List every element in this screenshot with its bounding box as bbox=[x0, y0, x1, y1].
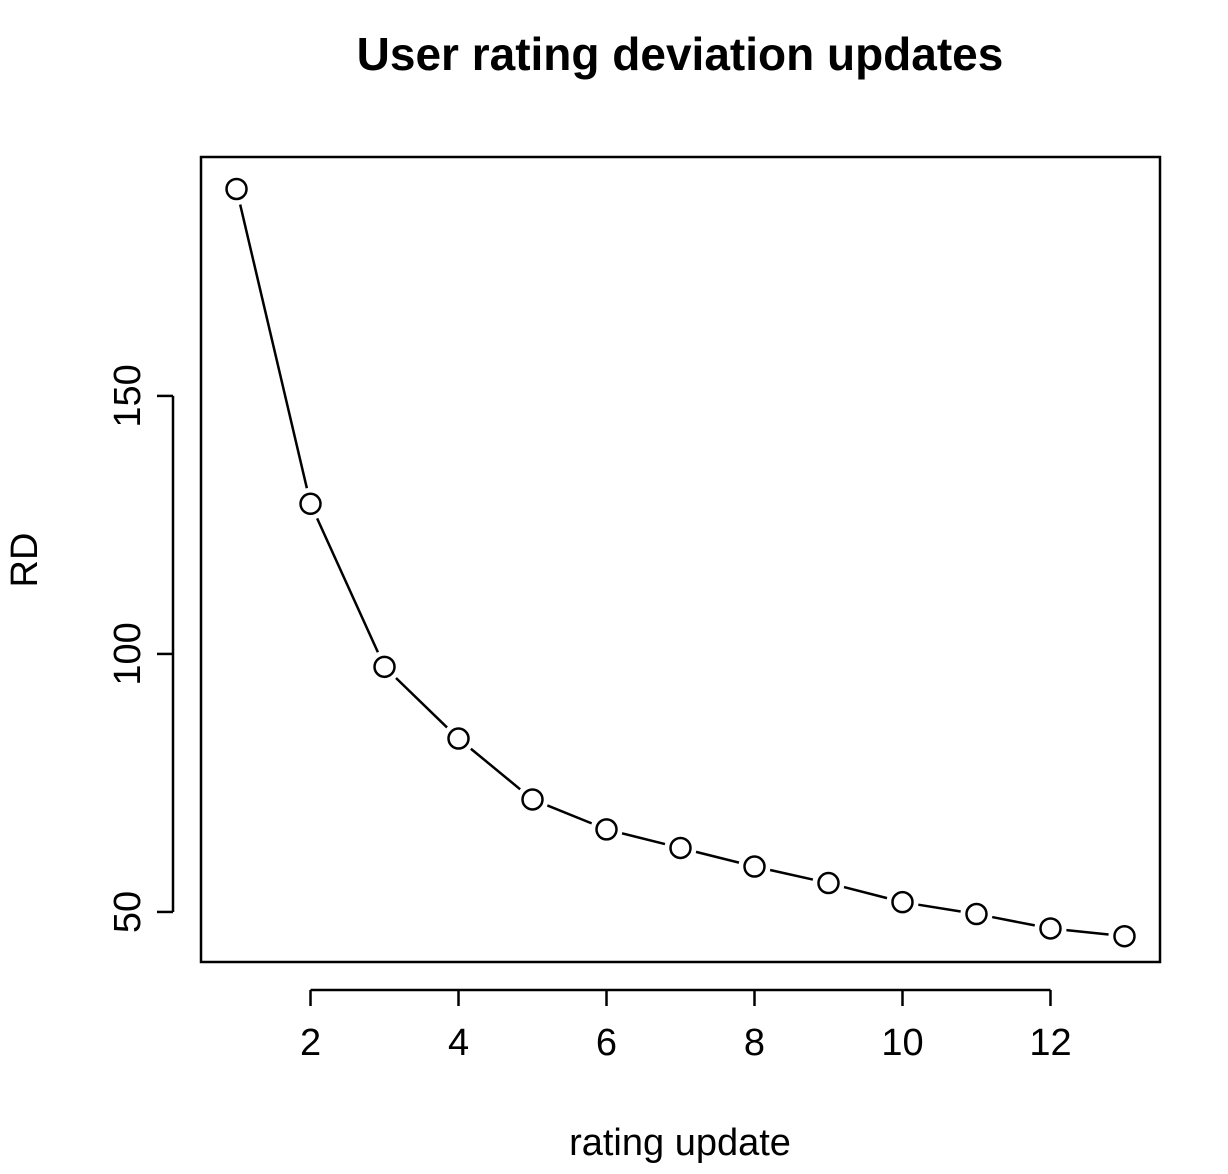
data-point bbox=[299, 492, 322, 516]
data-point bbox=[891, 890, 914, 914]
data-point bbox=[1039, 917, 1062, 940]
y-axis-label: RD bbox=[4, 533, 46, 588]
series-segment bbox=[470, 747, 521, 791]
y-tick-label: 100 bbox=[107, 622, 149, 685]
x-tick-label: 12 bbox=[1029, 1022, 1071, 1064]
data-point bbox=[743, 855, 766, 878]
data-point bbox=[521, 788, 544, 811]
series-segment bbox=[546, 804, 593, 825]
series-segment bbox=[695, 850, 740, 864]
y-tick-label: 150 bbox=[107, 364, 149, 427]
series-segment bbox=[918, 903, 961, 913]
series-points bbox=[225, 177, 1136, 948]
series-segment bbox=[238, 204, 309, 489]
series-segment bbox=[843, 885, 888, 900]
data-point bbox=[373, 655, 396, 679]
x-ticks: 2 4 6 8 10 12 bbox=[300, 990, 1072, 1064]
data-point bbox=[447, 727, 470, 750]
x-tick-label: 6 bbox=[596, 1022, 617, 1064]
series-segment bbox=[991, 915, 1036, 927]
data-point bbox=[817, 871, 840, 895]
data-point bbox=[595, 818, 618, 841]
series-segment bbox=[395, 677, 448, 729]
series-segment bbox=[769, 868, 814, 881]
x-tick-label: 2 bbox=[300, 1022, 321, 1064]
data-point bbox=[965, 902, 988, 926]
plot-frame bbox=[199, 155, 1162, 964]
series-segment bbox=[1066, 928, 1109, 936]
y-tick-label: 50 bbox=[107, 891, 149, 933]
x-axis: 2 4 6 8 10 12 bbox=[300, 988, 1072, 1064]
data-point bbox=[1113, 924, 1136, 948]
x-tick-label: 8 bbox=[744, 1022, 765, 1064]
series-line bbox=[238, 204, 1109, 936]
series-segment bbox=[621, 832, 666, 846]
chart-title: User rating deviation updates bbox=[357, 28, 1004, 80]
data-point bbox=[225, 177, 248, 201]
x-tick-label: 4 bbox=[448, 1022, 469, 1064]
x-tick-label: 10 bbox=[881, 1022, 923, 1064]
x-axis-label: rating update bbox=[569, 1122, 791, 1164]
series-segment bbox=[315, 517, 380, 653]
y-ticks: 50 100 150 bbox=[107, 364, 173, 933]
data-point bbox=[669, 836, 692, 860]
y-axis: 50 100 150 bbox=[107, 364, 175, 933]
